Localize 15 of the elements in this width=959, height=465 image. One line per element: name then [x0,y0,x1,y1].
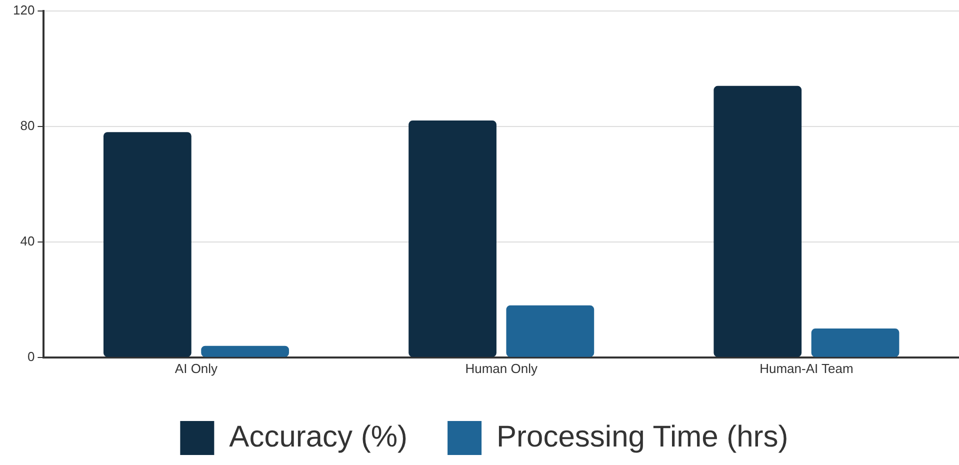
x-tick-label: Human-AI Team [760,360,854,376]
legend-label: Accuracy (%) [229,420,408,454]
y-tick-label: 120 [12,2,35,18]
bar [714,86,802,357]
y-tick-label: 80 [20,118,35,133]
bar [506,305,594,357]
bar [201,346,289,357]
y-tick-label: 0 [27,348,35,364]
x-tick-label: Human Only [465,360,538,376]
bar [811,328,900,357]
y-tick-label: 40 [20,233,35,248]
bar [408,120,496,357]
legend-label: Processing Time (hrs) [496,420,788,454]
x-tick-label: AI Only [174,360,218,376]
bar [103,132,192,357]
